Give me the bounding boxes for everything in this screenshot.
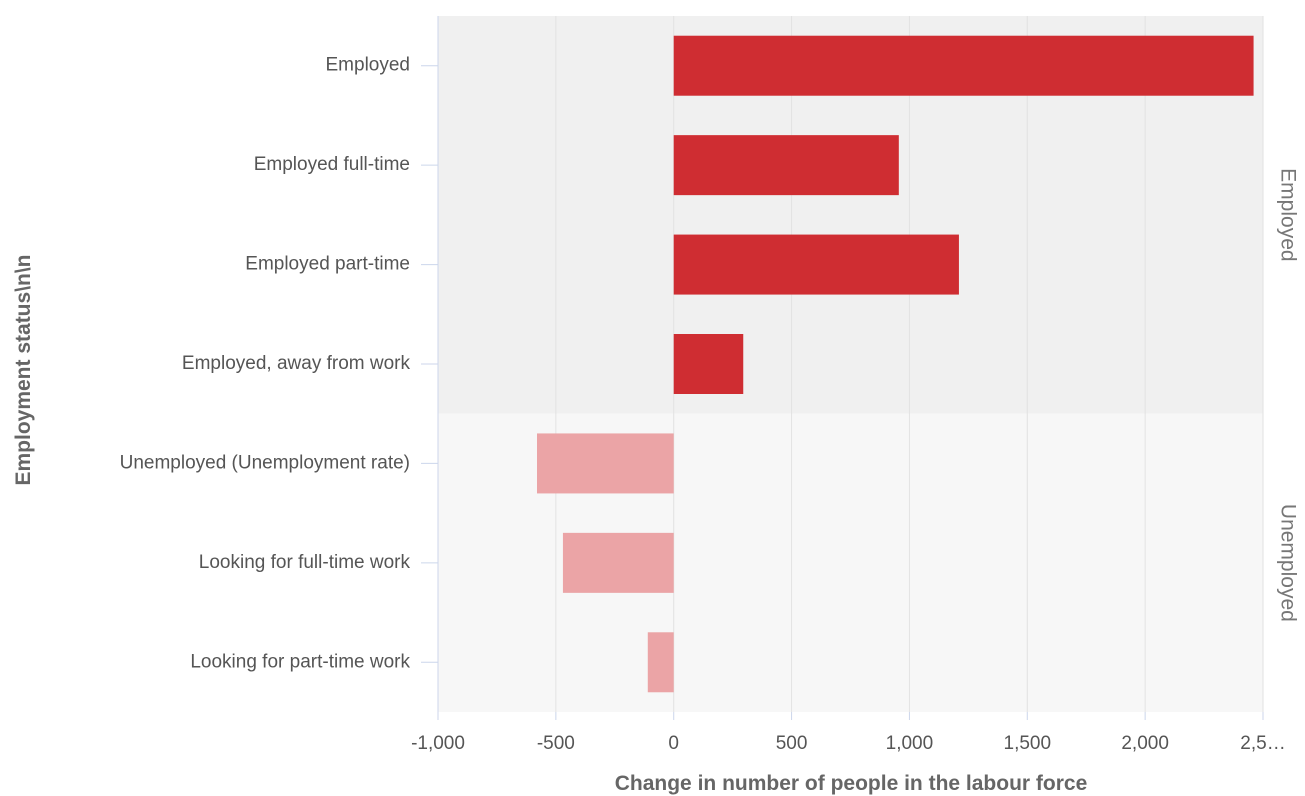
- category-label: Looking for full-time work: [199, 552, 411, 573]
- bar: [673, 334, 744, 394]
- x-axis-title: Change in number of people in the labour…: [615, 772, 1088, 795]
- group-bands: [438, 16, 1263, 712]
- bar: [537, 433, 674, 494]
- category-label: Employed, away from work: [182, 353, 411, 374]
- bar: [673, 35, 1254, 96]
- category-label: Unemployed (Unemployment rate): [120, 452, 410, 473]
- x-tick-label: 2,5…: [1240, 733, 1285, 754]
- category-label: Employed full-time: [254, 154, 410, 175]
- x-axis: -1,000 -500 0 500 1,000 1,500 2,000 2,5…: [411, 712, 1286, 754]
- x-tick-label: -500: [537, 733, 575, 754]
- y-axis-title: Employment status\n\n: [12, 254, 35, 485]
- x-tick-label: 1,000: [886, 733, 934, 754]
- x-tick-label: 0: [668, 733, 679, 754]
- x-tick-label: 500: [776, 733, 808, 754]
- bar: [673, 135, 899, 196]
- category-label: Employed part-time: [245, 254, 410, 275]
- group-label-0: Employed: [1276, 168, 1299, 261]
- bar: [647, 632, 674, 693]
- x-tick-label: 2,000: [1121, 733, 1169, 754]
- x-tick-label: -1,000: [411, 733, 465, 754]
- group-label-1: Unemployed: [1276, 504, 1299, 622]
- category-label: Employed: [326, 55, 411, 76]
- y-axis: Employed Employed full-time Employed part-…: [120, 16, 439, 712]
- x-tick-label: 1,500: [1004, 733, 1052, 754]
- group-labels: Employed Unemployed: [1276, 168, 1299, 622]
- bars: [537, 35, 1254, 693]
- category-label: Looking for part-time work: [190, 651, 410, 672]
- bar: [562, 532, 674, 593]
- bar: [673, 234, 959, 295]
